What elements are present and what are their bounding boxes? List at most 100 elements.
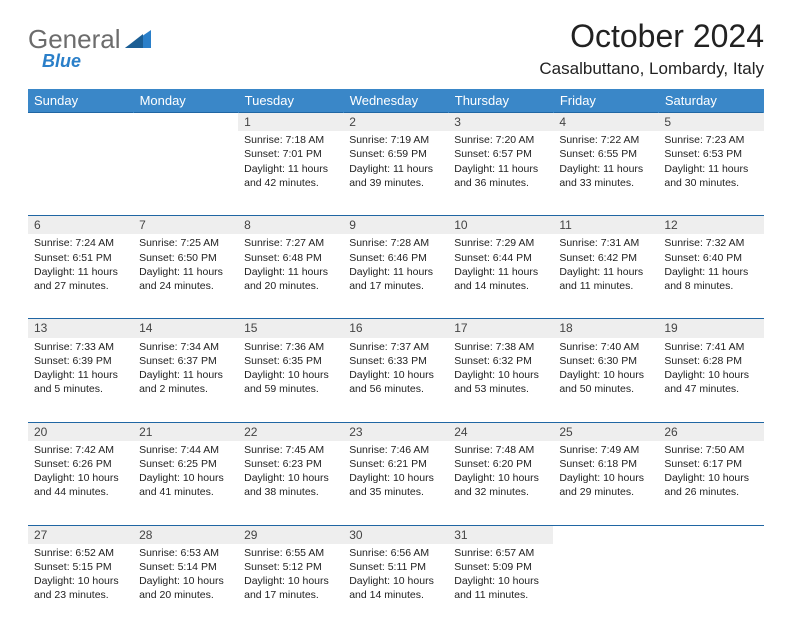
sunset-line: Sunset: 6:23 PM (244, 457, 337, 471)
day-number: 22 (238, 422, 343, 441)
daylight-line: Daylight: 10 hours and 29 minutes. (559, 471, 652, 499)
sunset-line: Sunset: 6:59 PM (349, 147, 442, 161)
sunset-line: Sunset: 6:53 PM (664, 147, 757, 161)
day-number: 5 (658, 113, 763, 132)
daylight-line: Daylight: 11 hours and 8 minutes. (664, 265, 757, 293)
sunset-line: Sunset: 6:17 PM (664, 457, 757, 471)
day-details: Sunrise: 7:29 AMSunset: 6:44 PMDaylight:… (448, 234, 553, 297)
sunset-line: Sunset: 6:20 PM (454, 457, 547, 471)
sunrise-line: Sunrise: 7:28 AM (349, 236, 442, 250)
sunrise-line: Sunrise: 7:49 AM (559, 443, 652, 457)
day-cell: Sunrise: 7:18 AMSunset: 7:01 PMDaylight:… (238, 131, 343, 216)
day-details: Sunrise: 7:18 AMSunset: 7:01 PMDaylight:… (238, 131, 343, 194)
daynum-row: 12345 (28, 113, 764, 132)
day-number: 11 (553, 216, 658, 235)
daynum-row: 2728293031 (28, 525, 764, 544)
day-details: Sunrise: 7:27 AMSunset: 6:48 PMDaylight:… (238, 234, 343, 297)
sunrise-line: Sunrise: 7:18 AM (244, 133, 337, 147)
daylight-line: Daylight: 11 hours and 11 minutes. (559, 265, 652, 293)
day-details: Sunrise: 6:52 AMSunset: 5:15 PMDaylight:… (28, 544, 133, 607)
day-number: 14 (133, 319, 238, 338)
sunset-line: Sunset: 6:25 PM (139, 457, 232, 471)
day-number: 31 (448, 525, 553, 544)
day-number: 24 (448, 422, 553, 441)
daylight-line: Daylight: 10 hours and 50 minutes. (559, 368, 652, 396)
day-number (133, 113, 238, 132)
day-cell: Sunrise: 7:46 AMSunset: 6:21 PMDaylight:… (343, 441, 448, 526)
day-number: 3 (448, 113, 553, 132)
day-cell: Sunrise: 7:31 AMSunset: 6:42 PMDaylight:… (553, 234, 658, 319)
day-cell (28, 131, 133, 216)
title-block: October 2024 Casalbuttano, Lombardy, Ita… (539, 18, 764, 79)
sunrise-line: Sunrise: 6:57 AM (454, 546, 547, 560)
week-row: Sunrise: 7:18 AMSunset: 7:01 PMDaylight:… (28, 131, 764, 216)
daylight-line: Daylight: 11 hours and 17 minutes. (349, 265, 442, 293)
day-cell: Sunrise: 6:53 AMSunset: 5:14 PMDaylight:… (133, 544, 238, 628)
day-details: Sunrise: 6:57 AMSunset: 5:09 PMDaylight:… (448, 544, 553, 607)
week-row: Sunrise: 7:24 AMSunset: 6:51 PM Daylight:… (28, 234, 764, 319)
sunrise-line: Sunrise: 7:37 AM (349, 340, 442, 354)
sunrise-line: Sunrise: 7:24 AM (34, 236, 127, 250)
week-row: Sunrise: 7:42 AMSunset: 6:26 PM Daylight:… (28, 441, 764, 526)
day-cell: Sunrise: 7:32 AMSunset: 6:40 PMDaylight:… (658, 234, 763, 319)
day-details: Sunrise: 7:19 AMSunset: 6:59 PMDaylight:… (343, 131, 448, 194)
day-details: Sunrise: 7:46 AMSunset: 6:21 PMDaylight:… (343, 441, 448, 504)
day-cell: Sunrise: 7:44 AMSunset: 6:25 PMDaylight:… (133, 441, 238, 526)
sunrise-line: Sunrise: 7:46 AM (349, 443, 442, 457)
logo-general: General (28, 24, 121, 54)
sunset-line: Sunset: 6:26 PM (34, 457, 127, 471)
daylight-line: Daylight: 10 hours and 41 minutes. (139, 471, 232, 499)
day-number: 21 (133, 422, 238, 441)
day-cell: Sunrise: 7:49 AMSunset: 6:18 PMDaylight:… (553, 441, 658, 526)
daylight-line: Daylight: 10 hours and 56 minutes. (349, 368, 442, 396)
sunset-line: Sunset: 6:44 PM (454, 251, 547, 265)
sunset-line: Sunset: 6:51 PM (34, 251, 127, 265)
day-cell: Sunrise: 7:19 AMSunset: 6:59 PMDaylight:… (343, 131, 448, 216)
sunset-line: Sunset: 5:11 PM (349, 560, 442, 574)
day-details: Sunrise: 7:24 AMSunset: 6:51 PMDaylight:… (28, 234, 133, 297)
sunrise-line: Sunrise: 7:40 AM (559, 340, 652, 354)
day-cell: Sunrise: 7:25 AMSunset: 6:50 PMDaylight:… (133, 234, 238, 319)
daylight-line: Daylight: 11 hours and 36 minutes. (454, 162, 547, 190)
day-cell: Sunrise: 7:42 AMSunset: 6:26 PMDaylight:… (28, 441, 133, 526)
day-details: Sunrise: 7:50 AMSunset: 6:17 PMDaylight:… (658, 441, 763, 504)
day-cell: Sunrise: 6:52 AMSunset: 5:15 PMDaylight:… (28, 544, 133, 628)
sunrise-line: Sunrise: 7:36 AM (244, 340, 337, 354)
daylight-line: Daylight: 10 hours and 35 minutes. (349, 471, 442, 499)
sunrise-line: Sunrise: 7:33 AM (34, 340, 127, 354)
daylight-line: Daylight: 10 hours and 26 minutes. (664, 471, 757, 499)
day-number: 17 (448, 319, 553, 338)
sunrise-line: Sunrise: 7:25 AM (139, 236, 232, 250)
col-monday: Monday (133, 89, 238, 113)
day-number: 15 (238, 319, 343, 338)
day-cell: Sunrise: 7:33 AMSunset: 6:39 PMDaylight:… (28, 338, 133, 423)
day-cell: Sunrise: 7:37 AMSunset: 6:33 PMDaylight:… (343, 338, 448, 423)
sunset-line: Sunset: 6:42 PM (559, 251, 652, 265)
day-number: 12 (658, 216, 763, 235)
day-details: Sunrise: 7:25 AMSunset: 6:50 PMDaylight:… (133, 234, 238, 297)
sunset-line: Sunset: 6:57 PM (454, 147, 547, 161)
day-details: Sunrise: 6:55 AMSunset: 5:12 PMDaylight:… (238, 544, 343, 607)
daylight-line: Daylight: 11 hours and 30 minutes. (664, 162, 757, 190)
sunrise-line: Sunrise: 7:42 AM (34, 443, 127, 457)
logo-blue: Blue (42, 51, 151, 72)
col-wednesday: Wednesday (343, 89, 448, 113)
day-details: Sunrise: 6:53 AMSunset: 5:14 PMDaylight:… (133, 544, 238, 607)
sunset-line: Sunset: 5:09 PM (454, 560, 547, 574)
day-details: Sunrise: 7:37 AMSunset: 6:33 PMDaylight:… (343, 338, 448, 401)
day-details: Sunrise: 6:56 AMSunset: 5:11 PMDaylight:… (343, 544, 448, 607)
day-cell: Sunrise: 7:27 AMSunset: 6:48 PMDaylight:… (238, 234, 343, 319)
sunset-line: Sunset: 6:33 PM (349, 354, 442, 368)
day-cell: Sunrise: 6:56 AMSunset: 5:11 PMDaylight:… (343, 544, 448, 628)
col-thursday: Thursday (448, 89, 553, 113)
day-number (658, 525, 763, 544)
sunrise-line: Sunrise: 7:20 AM (454, 133, 547, 147)
sunset-line: Sunset: 6:55 PM (559, 147, 652, 161)
daylight-line: Daylight: 10 hours and 38 minutes. (244, 471, 337, 499)
day-cell: Sunrise: 7:48 AMSunset: 6:20 PMDaylight:… (448, 441, 553, 526)
calendar-table: Sunday Monday Tuesday Wednesday Thursday… (28, 89, 764, 628)
day-cell: Sunrise: 7:40 AMSunset: 6:30 PMDaylight:… (553, 338, 658, 423)
week-row: Sunrise: 7:33 AMSunset: 6:39 PM Daylight:… (28, 338, 764, 423)
sunset-line: Sunset: 6:39 PM (34, 354, 127, 368)
sunrise-line: Sunrise: 7:22 AM (559, 133, 652, 147)
